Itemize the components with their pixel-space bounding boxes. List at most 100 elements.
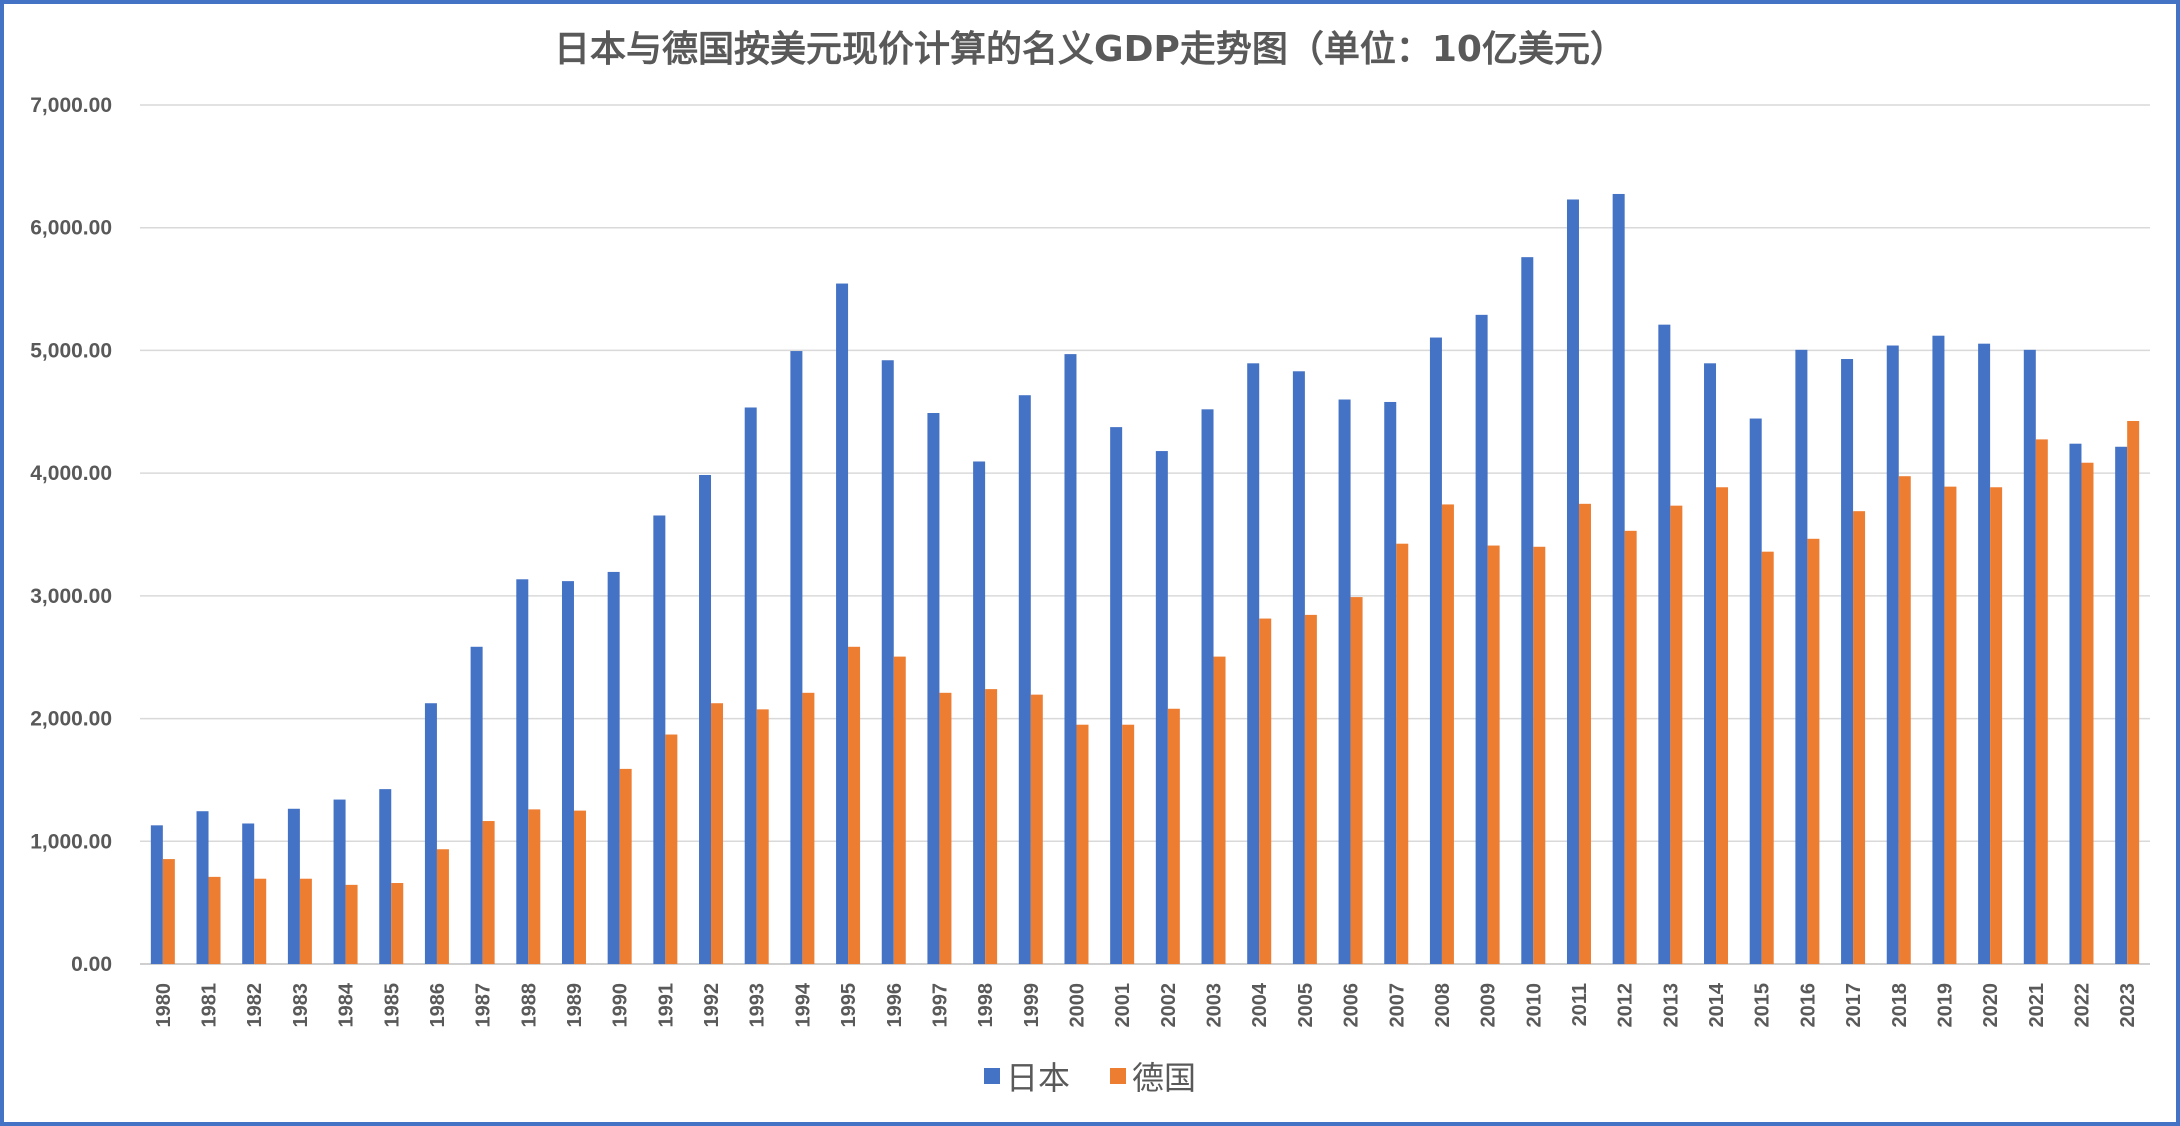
bar-japan: [1566, 199, 1579, 965]
y-axis-ticks: 0.00 1,000.00 2,000.00 3,000.00 4,000.00 5,00…: [30, 94, 112, 976]
legend-swatch: [1110, 1068, 1126, 1084]
x-tick-label: 2002: [1158, 983, 1180, 1028]
bar-japan: [424, 703, 437, 964]
bar-japan: [1886, 345, 1899, 964]
x-tick-label: 2004: [1249, 982, 1271, 1027]
bar-japan: [973, 461, 986, 964]
x-tick-label: 2009: [1478, 983, 1500, 1028]
bar-japan: [1475, 314, 1488, 964]
bar-japan: [744, 407, 757, 964]
x-tick-label: 1998: [975, 983, 997, 1028]
bar-germany: [1441, 504, 1454, 964]
y-tick-label: 2,000.00: [30, 708, 112, 731]
x-tick-label: 2022: [2071, 983, 2093, 1028]
bar-japan: [1110, 427, 1123, 964]
x-tick-label: 2018: [1889, 983, 1911, 1028]
bar-germany: [1624, 530, 1637, 964]
bar-japan: [470, 646, 483, 964]
x-tick-label: 1991: [655, 983, 677, 1028]
bar-germany: [2127, 420, 2140, 965]
bar-japan: [1841, 359, 1854, 965]
bar-germany: [1259, 618, 1272, 964]
bar-germany: [893, 656, 906, 964]
chart-title: 日本与德国按美元现价计算的名义GDP走势图（单位：10亿美元）: [554, 29, 1626, 70]
x-tick-label: 2001: [1112, 983, 1134, 1028]
x-tick-label: 1986: [427, 983, 449, 1028]
bar-japan: [1978, 343, 1991, 964]
bar-japan: [1429, 337, 1442, 964]
bar-japan: [1247, 363, 1260, 964]
bar-germany: [573, 810, 586, 964]
x-tick-label: 2011: [1569, 983, 1591, 1026]
bar-germany: [391, 883, 404, 964]
y-tick-label: 0.00: [71, 953, 112, 976]
bar-germany: [482, 821, 495, 964]
x-tick-label: 1990: [610, 983, 632, 1028]
x-tick-label: 2017: [1843, 983, 1865, 1028]
x-tick-label: 2006: [1341, 983, 1363, 1028]
y-tick-label: 4,000.00: [30, 462, 112, 485]
bar-germany: [345, 884, 358, 964]
x-tick-label: 2010: [1523, 983, 1545, 1028]
bar-japan: [379, 789, 392, 964]
bar-japan: [516, 579, 529, 964]
bar-japan: [1932, 335, 1945, 964]
x-tick-label: 2003: [1204, 983, 1226, 1028]
bar-japan: [927, 413, 940, 965]
legend-label: 德国: [1132, 1059, 1196, 1097]
bar-germany: [1944, 486, 1957, 964]
bar-germany: [1350, 597, 1363, 964]
x-tick-label: 2020: [1980, 983, 2002, 1028]
x-tick-label: 1983: [290, 983, 312, 1028]
x-tick-label: 1981: [199, 983, 221, 1028]
bar-germany: [1716, 487, 1729, 964]
bar-japan: [242, 823, 255, 964]
x-axis-ticks: 1980 1981 1982 1983 1984 1985 1986 1987 1988 1989…: [153, 982, 2139, 1027]
bar-germany: [208, 876, 221, 964]
y-tick-label: 3,000.00: [30, 585, 112, 608]
bar-japan: [1292, 371, 1305, 964]
x-tick-label: 1988: [518, 983, 540, 1028]
x-tick-label: 2023: [2117, 983, 2139, 1028]
bar-germany: [1122, 724, 1135, 964]
bar-japan: [1201, 409, 1214, 964]
x-tick-label: 2012: [1615, 983, 1637, 1028]
bar-japan: [607, 571, 620, 964]
x-tick-label: 1999: [1021, 983, 1043, 1028]
x-tick-label: 2008: [1432, 983, 1454, 1028]
bar-japan: [1338, 399, 1351, 964]
bar-germany: [2035, 439, 2048, 964]
x-tick-label: 2014: [1706, 982, 1728, 1027]
x-tick-label: 1984: [336, 982, 358, 1027]
bar-japan: [1384, 401, 1397, 964]
x-tick-label: 1980: [153, 983, 175, 1028]
bar-japan: [196, 811, 209, 964]
bars: [150, 193, 2140, 965]
legend-swatch: [984, 1068, 1000, 1084]
bar-japan: [836, 283, 849, 964]
bar-germany: [711, 703, 724, 964]
bar-japan: [790, 351, 803, 965]
x-tick-label: 2000: [1066, 983, 1088, 1028]
legend: 日本 德国: [984, 1059, 1196, 1097]
x-tick-label: 1996: [884, 983, 906, 1028]
bar-germany: [2081, 462, 2094, 964]
bar-germany: [1030, 694, 1043, 964]
bar-japan: [1155, 451, 1168, 964]
bar-germany: [985, 689, 998, 964]
bar-germany: [1853, 511, 1866, 964]
bar-japan: [1521, 257, 1534, 964]
bar-germany: [665, 734, 678, 964]
bar-japan: [1018, 395, 1031, 964]
x-tick-label: 2005: [1295, 983, 1317, 1028]
y-tick-label: 6,000.00: [30, 217, 112, 240]
bar-japan: [653, 515, 666, 964]
bar-germany: [1167, 708, 1180, 964]
x-tick-label: 1985: [381, 983, 403, 1028]
bar-germany: [1990, 487, 2003, 964]
x-tick-label: 1987: [473, 983, 495, 1028]
bar-japan: [1704, 363, 1717, 964]
bar-japan: [2069, 443, 2082, 965]
bar-germany: [162, 859, 175, 964]
